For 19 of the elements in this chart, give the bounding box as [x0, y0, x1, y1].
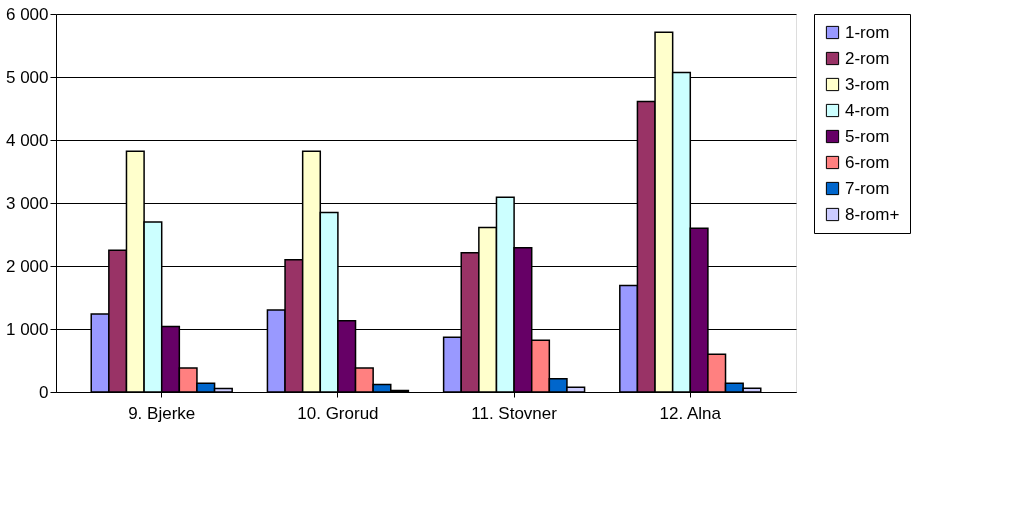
y-tick-label: 1 000 — [5, 319, 49, 339]
y-tick-label: 3 000 — [5, 193, 49, 213]
y-tick-label: 6 000 — [5, 4, 49, 24]
x-tick-label: 10. Grorud — [297, 403, 379, 423]
x-tick-label: 11. Stovner — [471, 403, 558, 423]
legend-label: 5-rom — [845, 126, 890, 146]
legend-label: 6-rom — [845, 152, 890, 172]
legend-label: 2-rom — [845, 48, 890, 68]
y-tick-label: 0 — [39, 382, 49, 402]
legend-label: 7-rom — [845, 178, 890, 198]
legend-label: 4-rom — [845, 100, 890, 120]
y-tick-label: 5 000 — [5, 67, 49, 87]
x-tick-label: 9. Bjerke — [128, 403, 196, 423]
y-tick-label: 2 000 — [5, 256, 49, 276]
legend-label: 1-rom — [845, 22, 890, 42]
legend-label: 8-rom+ — [845, 204, 900, 224]
legend-label: 3-rom — [845, 74, 890, 94]
x-tick-label: 12. Alna — [659, 403, 722, 423]
y-tick-label: 4 000 — [5, 130, 49, 150]
